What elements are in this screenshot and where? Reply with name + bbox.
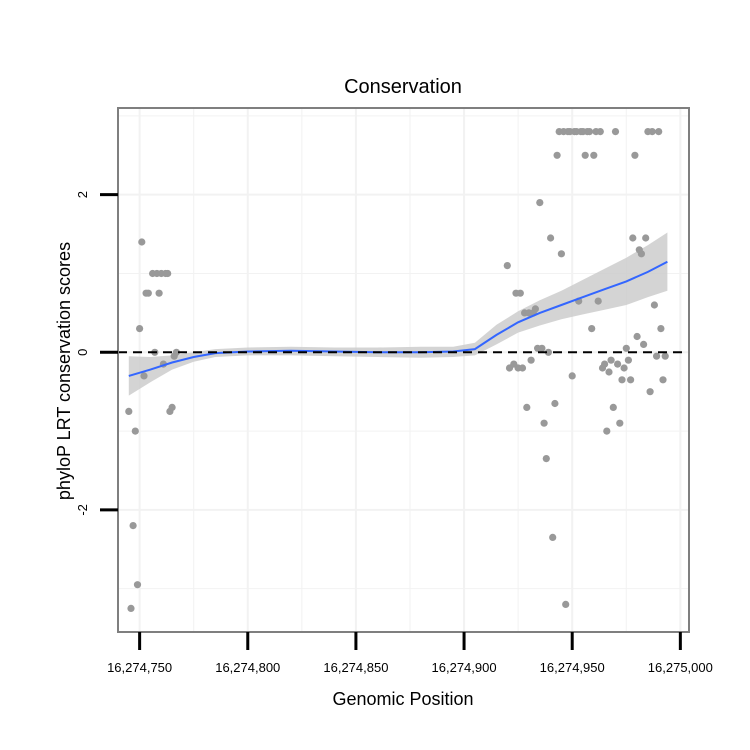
data-point	[557, 250, 566, 258]
data-point	[629, 234, 637, 242]
data-point	[607, 356, 615, 364]
y-axis: -2 0 2	[75, 191, 118, 516]
data-point	[527, 356, 535, 364]
data-point	[603, 427, 611, 435]
data-point	[516, 289, 524, 297]
data-point	[140, 372, 148, 380]
data-point	[637, 250, 646, 258]
data-point	[531, 305, 540, 313]
data-point	[133, 581, 142, 589]
data-point	[553, 151, 561, 159]
x-axis: 16,274,750 16,274,800 16,274,850 16,274,900…	[107, 632, 713, 675]
x-tick-label: 16,274,900	[432, 660, 497, 675]
data-point	[547, 234, 555, 242]
data-point	[609, 403, 617, 411]
panel-border-group	[117, 107, 690, 633]
data-point	[622, 344, 630, 352]
data-point	[614, 360, 622, 368]
data-point	[585, 128, 594, 136]
data-point	[581, 151, 589, 159]
data-point	[596, 128, 604, 136]
x-tick-label: 16,274,850	[323, 660, 388, 675]
data-point	[129, 522, 137, 530]
data-point	[659, 376, 667, 384]
data-point	[618, 376, 626, 384]
data-point	[551, 399, 559, 408]
data-point	[633, 332, 641, 341]
data-point	[155, 289, 163, 297]
data-point	[523, 403, 531, 411]
data-point	[518, 364, 527, 372]
data-point	[616, 419, 624, 427]
data-point	[650, 301, 659, 309]
data-point	[588, 325, 596, 333]
chart-title: Conservation	[344, 76, 462, 98]
data-point	[590, 151, 598, 159]
data-point	[144, 289, 152, 297]
x-tick-label: 16,274,750	[107, 660, 172, 675]
data-point	[655, 128, 663, 136]
scatter-points	[125, 128, 669, 613]
x-tick-label: 16,274,950	[540, 660, 605, 675]
data-point	[657, 325, 665, 333]
data-point	[620, 364, 628, 372]
data-point	[642, 234, 650, 242]
data-point	[562, 600, 570, 609]
data-point	[538, 344, 546, 352]
data-point	[648, 128, 656, 136]
y-axis-label: phyloP LRT conservation scores	[54, 242, 74, 500]
y-tick-label: 2	[75, 191, 90, 198]
x-tick-label: 16,275,000	[648, 660, 713, 675]
confidence-band-area	[128, 232, 668, 396]
data-point	[172, 348, 180, 356]
data-point	[624, 356, 633, 364]
data-point	[640, 340, 648, 348]
data-point	[601, 360, 609, 368]
data-point	[661, 352, 669, 360]
panel-border	[117, 107, 690, 633]
data-point	[125, 407, 133, 415]
data-point	[127, 604, 135, 613]
data-point	[568, 372, 576, 380]
data-point	[536, 199, 544, 207]
data-point	[164, 269, 172, 278]
y-tick-label: -2	[75, 504, 90, 516]
data-point	[136, 325, 144, 333]
data-point	[627, 376, 635, 384]
y-tick-label: 0	[75, 349, 90, 356]
data-point	[542, 455, 550, 463]
data-point	[544, 348, 553, 356]
x-axis-label: Genomic Position	[332, 689, 473, 709]
data-point	[549, 533, 557, 542]
data-point	[605, 368, 613, 376]
data-point	[168, 403, 176, 411]
data-point	[631, 151, 639, 159]
x-tick-label: 16,274,800	[215, 660, 280, 675]
data-point	[131, 427, 139, 435]
data-point	[138, 238, 146, 246]
data-point	[653, 352, 661, 360]
data-point	[503, 262, 511, 270]
confidence-band	[128, 232, 668, 396]
data-point	[646, 388, 654, 396]
data-point	[594, 297, 602, 305]
data-point	[540, 419, 548, 427]
data-point	[611, 128, 620, 136]
